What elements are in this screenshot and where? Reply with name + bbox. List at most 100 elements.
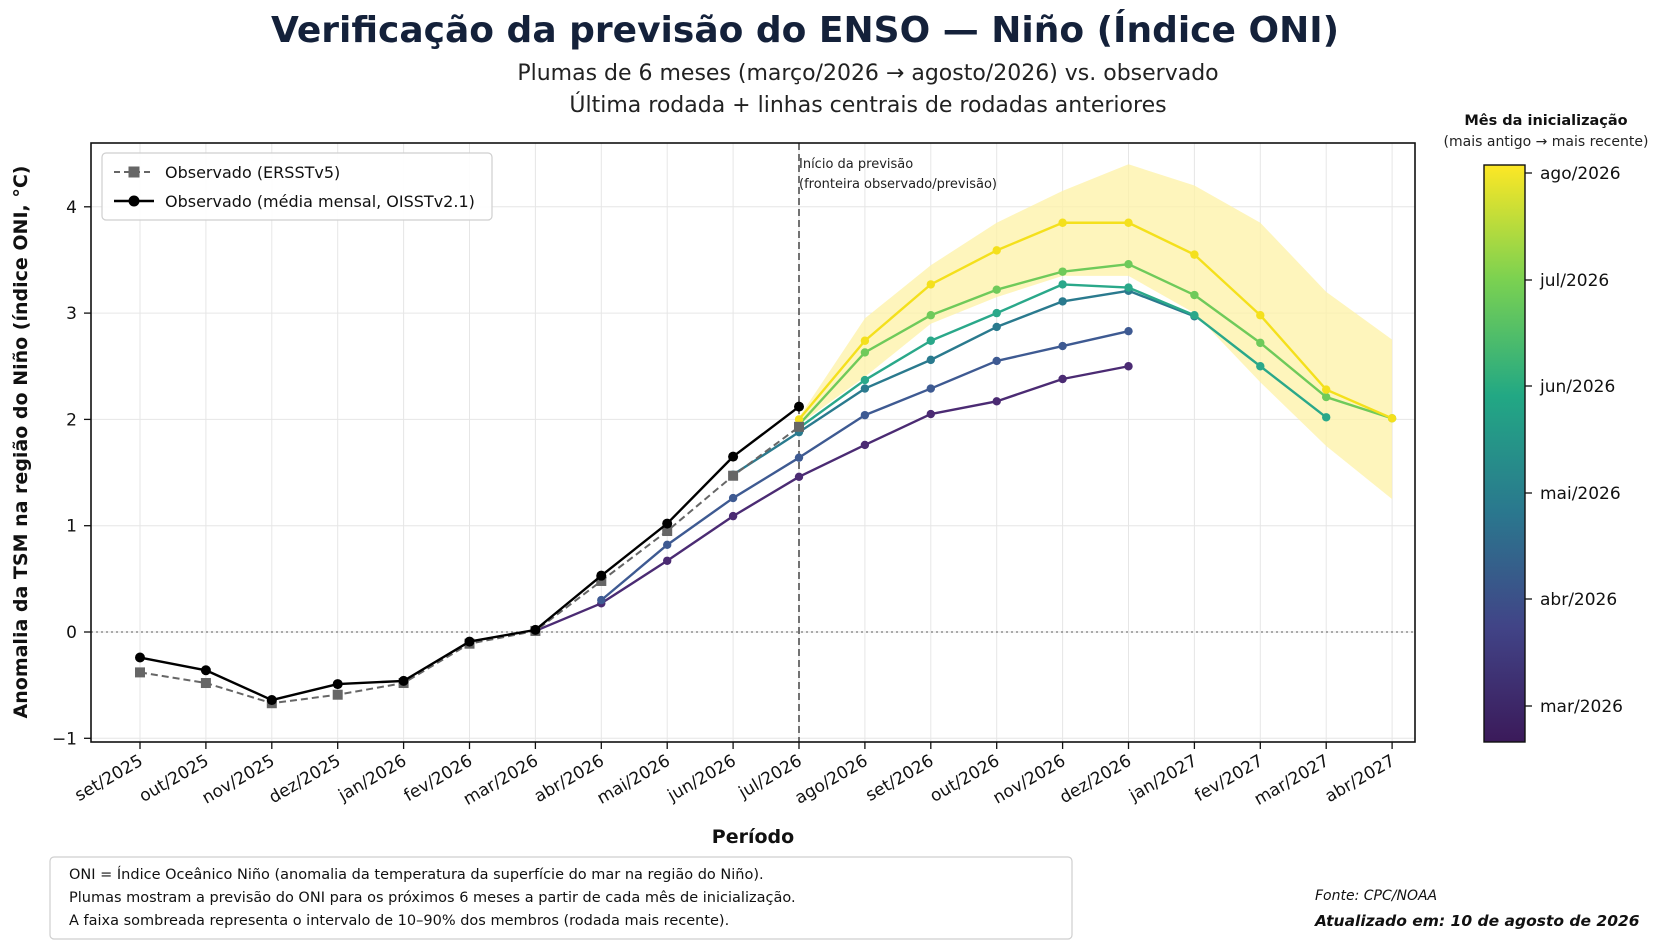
y-tick-label: 0	[66, 623, 77, 643]
plume-mai-2026-line	[732, 289, 1195, 476]
legend-label-oisst: Observado (média mensal, OISSTv2.1)	[165, 192, 475, 211]
plume-jun-2026-point	[1058, 280, 1067, 289]
observed-oisst-point	[728, 451, 739, 462]
footnote-box: ONI = Índice Oceânico Niño (anomalia da …	[49, 856, 1073, 940]
y-tick-label: 4	[66, 198, 77, 218]
forecast-start-annotation-sub: (fronteira observado/previsão)	[799, 177, 997, 192]
footnote-line-2: Plumas mostram a previsão do ONI para os…	[69, 890, 796, 906]
plume-mar-2026-point	[926, 409, 935, 419]
forecast-plumes	[531, 218, 1397, 636]
reference-lines	[91, 143, 1415, 742]
x-tick-label: set/2026	[862, 751, 937, 806]
plume-abr-2026-point	[1058, 341, 1067, 351]
plume-jun-2026-point	[1124, 283, 1133, 292]
observed-ersst-point	[135, 667, 145, 678]
observed-oisst-point	[464, 636, 475, 647]
observed-ersst-point	[596, 575, 607, 586]
observed-oisst-point	[200, 665, 211, 676]
plume-ago-2026-point	[1124, 218, 1133, 227]
plume-jul-2026-point	[1124, 260, 1133, 269]
colorbar-tick-label: mai/2026	[1540, 484, 1621, 504]
plume-abr-2026-point	[992, 356, 1001, 366]
x-tick-label: mar/2026	[460, 751, 542, 810]
observed-oisst-point	[332, 679, 343, 690]
x-tick-label: ago/2026	[792, 751, 872, 809]
x-tick-label: dez/2026	[1056, 751, 1135, 808]
colorbar-gradient	[1483, 164, 1526, 743]
plume-mar-2026-point	[1058, 374, 1067, 384]
plume-jul-2026-point	[1190, 290, 1199, 300]
plume-abr-2026	[597, 326, 1133, 605]
observed-ersst-point	[332, 689, 343, 700]
plume-ago-2026-point	[794, 415, 804, 424]
observed-ersst-point	[728, 470, 739, 481]
legend-box	[101, 152, 493, 221]
legend: Observado (ERSSTv5) Observado (média men…	[101, 152, 493, 221]
grid-lines	[91, 143, 1415, 742]
x-tick-label: abr/2027	[1322, 751, 1399, 807]
plume-abr-2026-point	[728, 493, 738, 503]
plot-frame	[90, 142, 1416, 743]
uncertainty-band	[799, 164, 1393, 500]
x-tick-label: abr/2026	[531, 751, 608, 807]
colorbar: Mês da inicialização (mais antigo → mais…	[1444, 113, 1648, 743]
plume-jun-2026-point	[1322, 413, 1331, 422]
observed-ersst-point	[794, 421, 804, 432]
plume-abr-2026-point	[663, 540, 672, 550]
observed-ersst-point	[200, 678, 211, 689]
y-axis-label: Anomalia da TSM na região do Niño (índic…	[10, 166, 32, 719]
x-tick-label: jun/2026	[664, 751, 740, 806]
plume-mar-2026-point	[663, 556, 672, 565]
colorbar-tick-label: mar/2026	[1540, 697, 1623, 717]
x-tick-label: nov/2025	[199, 751, 278, 808]
plume-mar-2026-point	[860, 440, 870, 450]
plume-mar-2026-point	[728, 511, 738, 521]
x-tick-label: jan/2027	[1125, 751, 1201, 806]
plume-jun-2026-point	[1256, 362, 1265, 371]
observed-oisst-point	[530, 624, 541, 635]
y-tick-label: 1	[66, 517, 77, 537]
colorbar-tick-label: jul/2026	[1539, 271, 1609, 291]
observed-oisst-point	[398, 675, 409, 686]
x-tick-label: mar/2027	[1251, 751, 1333, 810]
colorbar-tick-label: jun/2026	[1539, 377, 1615, 397]
plume-jul-2026-point	[992, 285, 1001, 294]
x-tick-label: jan/2026	[334, 751, 410, 806]
x-tick-label: mai/2026	[594, 751, 674, 809]
chart-subtitle-1: Plumas de 6 meses (março/2026 → agosto/2…	[517, 61, 1218, 86]
source-note: Fonte: CPC/NOAA	[1315, 888, 1437, 904]
legend-marker-oisst	[128, 195, 140, 207]
plume-jul-2026-point	[1256, 338, 1265, 348]
observed-oisst-point	[135, 652, 145, 663]
plume-abr-2026-point	[794, 453, 804, 462]
plume-jun-2026-point	[926, 336, 935, 345]
colorbar-title: Mês da inicialização	[1464, 113, 1627, 129]
plume-ago-2026-point	[992, 246, 1001, 255]
footnote-line-3: A faixa sombreada representa o intervalo…	[69, 913, 729, 929]
observed-oisst-point	[266, 695, 277, 706]
x-tick-label: out/2026	[927, 751, 1004, 807]
plume-ago-2026-point	[1058, 218, 1067, 227]
plume-mai-2026-point	[860, 384, 870, 393]
plume-jun-2026-point	[992, 308, 1001, 318]
colorbar-tick-label: ago/2026	[1540, 164, 1621, 184]
plume-jul-2026-point	[860, 348, 870, 357]
y-tick-label: −1	[52, 729, 77, 749]
x-axis-label: Período	[712, 826, 794, 848]
colorbar-tick-label: abr/2026	[1540, 590, 1617, 610]
legend-label-ersst: Observado (ERSSTv5)	[165, 163, 340, 182]
y-tick-label: 3	[66, 304, 77, 324]
plume-jul-2026-point	[1058, 267, 1067, 276]
x-tick-label: out/2025	[136, 751, 213, 807]
plume-mar-2026-point	[794, 472, 804, 482]
updated-note: Atualizado em: 10 de agosto de 2026	[1314, 912, 1640, 930]
plume-abr-2026-point	[1124, 326, 1133, 336]
plume-mai-2026-point	[926, 355, 935, 365]
plume-ago-2026-point	[1256, 311, 1265, 320]
plume-ago-2026-point	[926, 280, 935, 289]
observed-oisst-point	[794, 401, 804, 412]
forecast-start-annotation: Início da previsão	[799, 157, 913, 172]
observed-oisst	[135, 401, 804, 706]
plume-ago-2026-point	[1322, 385, 1331, 394]
